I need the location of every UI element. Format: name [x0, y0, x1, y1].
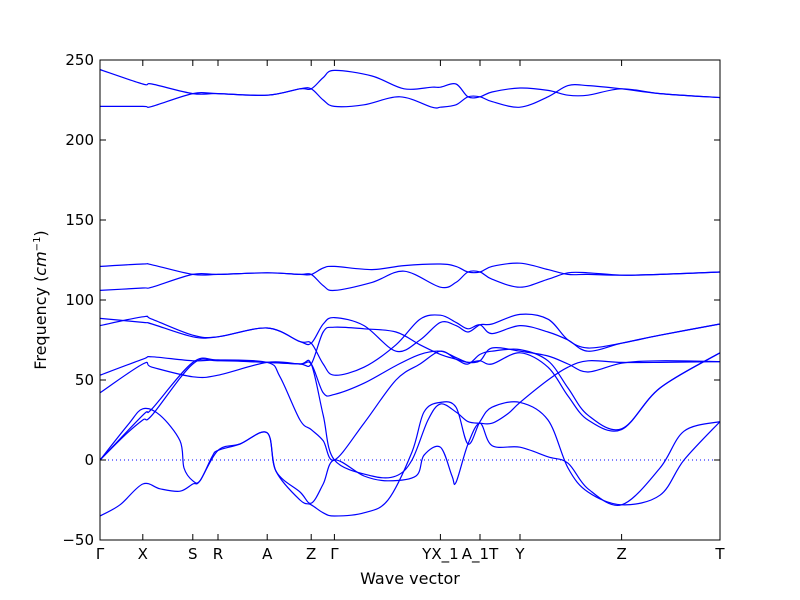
plot-frame [99, 59, 721, 541]
y-axis-title-suffix: ) [31, 230, 50, 236]
x-tick-label: A [262, 545, 273, 563]
x-tick-label: A_1T [462, 545, 499, 564]
y-axis-title: Frequency (cm−1) [31, 230, 50, 369]
y-tick-label: 100 [65, 291, 94, 309]
phonon-band-2 [100, 84, 720, 109]
x-tick-label: YX_1 [421, 545, 458, 564]
phonon-band-10 [100, 358, 720, 479]
x-tick-label: Z [306, 545, 316, 563]
y-axis-title-unit: cm [31, 251, 50, 275]
phonon-band-7 [100, 326, 720, 376]
x-tick-label: X [138, 545, 148, 563]
x-tick-label: R [213, 545, 223, 563]
y-tick-label: 200 [65, 131, 94, 149]
phonon-band-11 [100, 407, 720, 506]
band-lines-layer [100, 69, 720, 517]
y-axis-title-prefix: Frequency ( [31, 276, 50, 370]
x-tick-label: Y [514, 545, 525, 563]
y-tick-label: −50 [62, 531, 94, 549]
x-tick-label: Γ [96, 545, 105, 563]
phonon-band-12 [100, 401, 720, 517]
x-tick-label: T [714, 545, 725, 563]
phonon-band-6 [100, 314, 720, 376]
phonon-band-4 [100, 270, 720, 292]
x-axis-title: Wave vector [360, 569, 460, 588]
y-tick-label: 0 [84, 451, 94, 469]
y-axis-title-exponent: −1 [32, 237, 43, 252]
y-tick-label: 50 [75, 371, 94, 389]
phonon-band-5 [100, 313, 720, 353]
y-tick-label: 150 [65, 211, 94, 229]
x-tick-label: Z [616, 545, 626, 563]
x-tick-label: S [188, 545, 198, 563]
phonon-band-8 [100, 350, 720, 432]
phonon-band-3 [100, 262, 720, 276]
x-tick-label: Γ [330, 545, 339, 563]
phonon-band-9 [100, 348, 720, 461]
y-tick-label: 250 [65, 51, 94, 69]
